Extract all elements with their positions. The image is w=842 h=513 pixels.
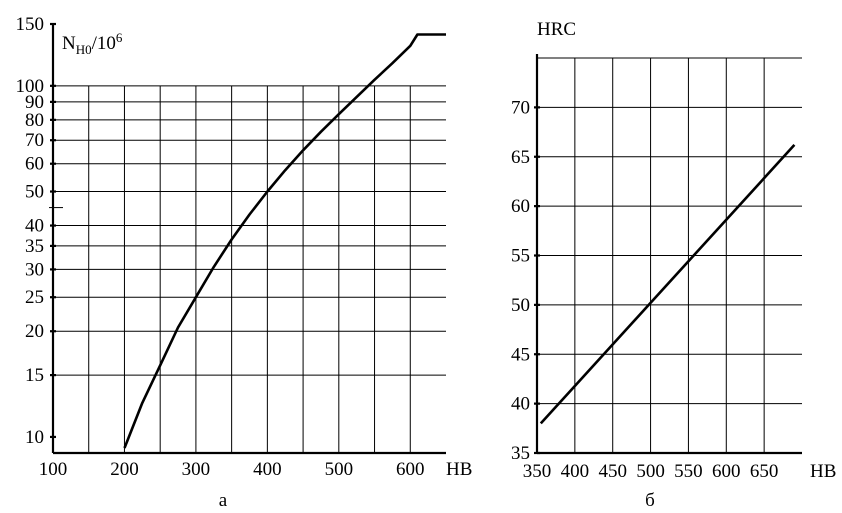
y-tick-label-a: 100 (16, 76, 45, 97)
y-tick-label-a: 150 (16, 14, 45, 35)
chart-panel-b: 35 40 45 50 55 60 65 70 350 400 450 500 550 600 650 (511, 54, 802, 482)
x-tick-label-a: 200 (110, 459, 139, 480)
y-tick-label-a: 25 (25, 287, 44, 308)
x-tick-label-b: 600 (712, 461, 741, 482)
y-axis-label-b: HRC (537, 19, 576, 40)
y-tick-label-b: 35 (511, 443, 530, 464)
x-tick-label-b: 550 (674, 461, 703, 482)
y-tick-label-b: 60 (511, 196, 530, 217)
y-tick-label-a: 30 (25, 259, 44, 280)
x-tick-label-a: 100 (39, 459, 68, 480)
y-tick-label-a: 90 (25, 92, 44, 113)
x-tick-label-a: 600 (396, 459, 425, 480)
y-tick-label-a: 80 (25, 110, 44, 131)
panel-label-a: а (219, 490, 228, 511)
y-tick-label-b: 65 (511, 147, 530, 168)
x-tick-label-b: 400 (561, 461, 590, 482)
y-tick-label-b: 55 (511, 246, 530, 267)
x-tick-label-a: 400 (253, 459, 282, 480)
y-tick-label-b: 40 (511, 394, 530, 415)
y-tick-label-a: 20 (25, 321, 44, 342)
y-tick-label-a: 40 (25, 216, 44, 237)
y-tick-label-b: 50 (511, 295, 530, 316)
x-tick-label-b: 650 (750, 461, 779, 482)
x-tick-label-b: 350 (523, 461, 552, 482)
x-axis-label-b: HB (810, 461, 836, 482)
y-axis-label-a: NH0/106 (62, 30, 123, 57)
y-tick-label-a: 15 (25, 365, 44, 386)
y-tick-label-a: 60 (25, 154, 44, 175)
x-tick-label-a: 500 (325, 459, 354, 480)
y-tick-label-b: 45 (511, 344, 530, 365)
x-tick-label-a: 300 (182, 459, 211, 480)
panel-label-b: б (645, 490, 655, 511)
x-axis-label-a: HB (446, 459, 472, 480)
x-tick-label-b: 500 (636, 461, 665, 482)
y-tick-label-a: 50 (25, 182, 44, 203)
x-tick-label-b: 450 (598, 461, 627, 482)
series-line-a (123, 33, 446, 449)
y-tick-label-b: 70 (511, 97, 530, 118)
y-tick-label-a: 35 (25, 236, 44, 257)
y-tick-label-a: 10 (25, 427, 44, 448)
series-line-b (539, 144, 796, 425)
y-tick-label-a: 70 (25, 130, 44, 151)
